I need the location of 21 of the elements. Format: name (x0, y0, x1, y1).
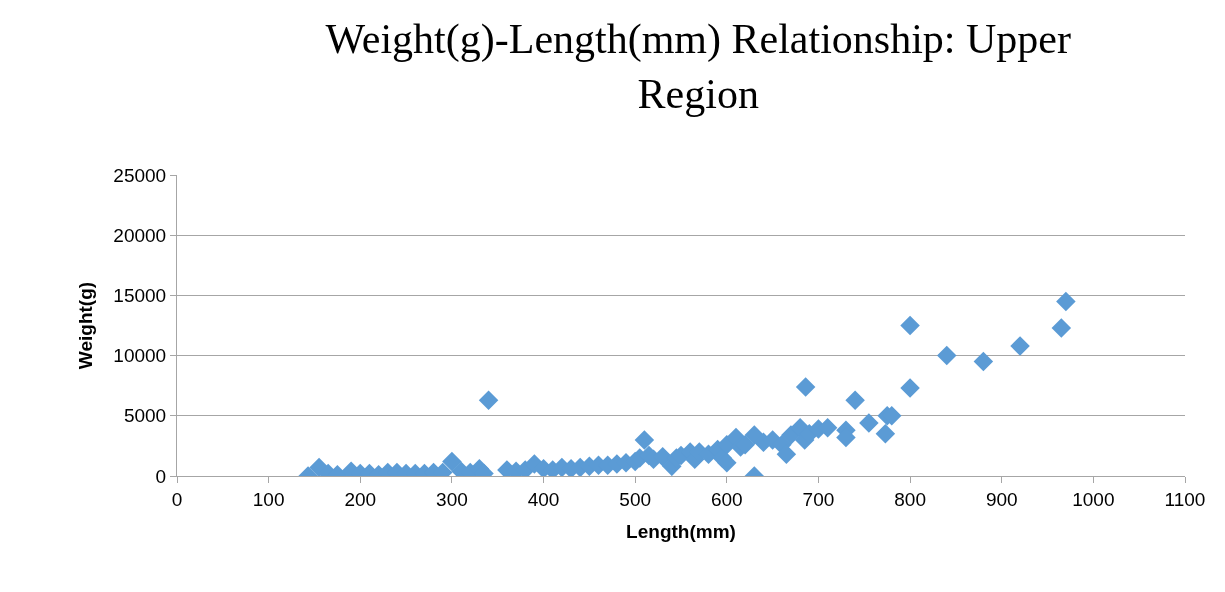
x-tick-label: 1100 (1164, 488, 1206, 510)
y-tick-label: 20000 (113, 224, 167, 246)
x-axis-title: Length(mm) (626, 520, 736, 542)
y-tick-label: 5000 (123, 405, 167, 427)
x-tick-label: 800 (894, 488, 926, 510)
x-tick-label: 100 (252, 488, 285, 510)
x-tick-label: 600 (710, 488, 743, 510)
x-tick-label: 900 (985, 488, 1018, 510)
x-tick-label: 300 (436, 488, 468, 510)
y-tick-label: 15000 (113, 285, 167, 307)
x-tick-label: 700 (802, 488, 835, 510)
x-tick-label: 200 (344, 488, 377, 510)
x-tick-label: 400 (527, 488, 560, 510)
chart-title: Weight(g)-Length(mm) Relationship: Upper Region (325, 16, 1071, 117)
y-tick-label: 25000 (113, 164, 167, 186)
y-axis-title: Weight(g) (75, 281, 97, 370)
x-tick-label: 500 (619, 488, 652, 510)
x-tick-label: 1000 (1072, 488, 1115, 510)
y-tick-label: 10000 (113, 345, 167, 367)
y-tick-label: 0 (155, 465, 167, 487)
x-tick-label: 0 (171, 488, 183, 510)
